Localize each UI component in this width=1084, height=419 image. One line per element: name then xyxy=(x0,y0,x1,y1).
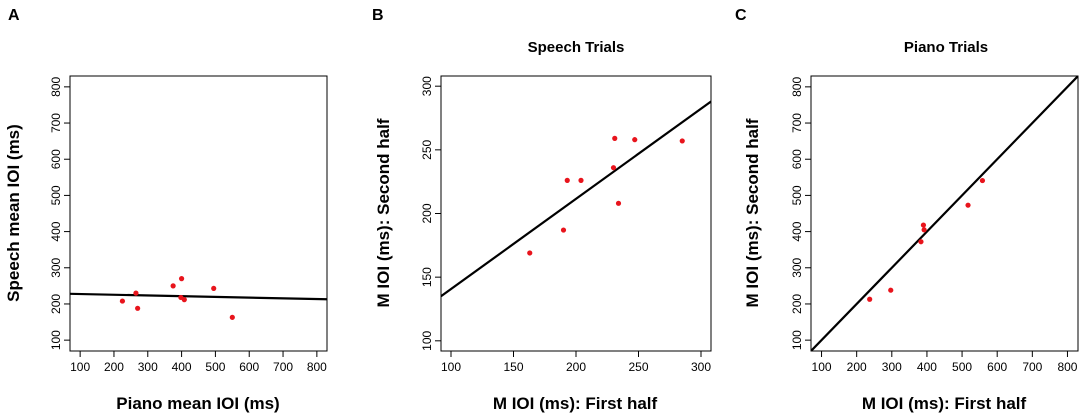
panel-c-y-tick-label-7: 800 xyxy=(790,77,804,97)
panel-b-data-point-6 xyxy=(615,200,622,206)
panel-b-data-point-8 xyxy=(679,138,685,144)
panel-b-x-tick-label-1: 150 xyxy=(503,360,523,374)
panel-a-y-axis-label: Speech mean IOI (ms) xyxy=(4,124,23,302)
panel-c-x-tick-label-1: 200 xyxy=(847,360,867,374)
panel-b-x-axis-label: M IOI (ms): First half xyxy=(493,394,658,413)
panel-a-data-point-5 xyxy=(178,276,185,282)
panel-a-x-tick-label-5: 600 xyxy=(239,360,259,374)
panel-c-data-point-4 xyxy=(921,227,927,233)
panel-c-y-tick-label-5: 600 xyxy=(790,149,804,169)
panel-c-data-point-0 xyxy=(867,296,873,302)
panel-b-data-point-2 xyxy=(564,177,570,183)
panel-a-y-tick-label-7: 800 xyxy=(49,77,63,97)
panel-a-y-tick-label-5: 600 xyxy=(49,149,63,169)
panel-b-x-tick-label-0: 100 xyxy=(441,360,461,374)
panel-a-data-point-0 xyxy=(119,298,126,304)
panel-letter-a: A xyxy=(8,7,20,24)
panel-c-x-tick-label-5: 600 xyxy=(987,360,1007,374)
panel-c-data-point-5 xyxy=(965,202,971,208)
panel-b: B Speech Trials M IOI (ms): First half M… xyxy=(372,7,712,413)
panel-c-x-tick-label-0: 100 xyxy=(812,360,832,374)
panel-a-x-tick-label-7: 800 xyxy=(307,360,327,374)
panel-c-x-tick-label-3: 400 xyxy=(917,360,937,374)
panel-c-y-tick-label-2: 300 xyxy=(790,257,804,277)
panel-b-y-tick-label-0: 100 xyxy=(420,330,434,350)
panel-a-plot-frame xyxy=(69,75,328,352)
panel-a-x-tick-label-4: 500 xyxy=(205,360,225,374)
panel-b-data-point-3 xyxy=(578,177,584,183)
panel-c-data-point-6 xyxy=(979,177,986,184)
panel-a-y-tick-label-3: 400 xyxy=(49,221,63,241)
panel-c-y-tick-label-4: 500 xyxy=(790,185,804,205)
panel-a-y-tick-label-1: 200 xyxy=(49,294,63,314)
panel-c: C Piano Trials M IOI (ms): First half M … xyxy=(735,7,1079,413)
panel-a-data-point-7 xyxy=(211,285,217,292)
panel-a-data-point-2 xyxy=(135,305,141,311)
panel-b-x-tick-label-3: 250 xyxy=(628,360,648,374)
panel-a-data-point-8 xyxy=(229,314,235,320)
panel-a-x-tick-label-3: 400 xyxy=(172,360,192,374)
panel-c-x-tick-label-2: 300 xyxy=(882,360,902,374)
panel-a-y-tick-label-4: 500 xyxy=(49,185,63,205)
panel-letter-b: B xyxy=(372,7,384,24)
panel-a-x-tick-label-0: 100 xyxy=(70,360,90,374)
panel-b-y-axis-label: M IOI (ms): Second half xyxy=(374,118,393,307)
panel-b-y-tick-label-1: 150 xyxy=(420,267,434,287)
panel-a-fit-line xyxy=(70,292,327,301)
panel-c-x-axis-label: M IOI (ms): First half xyxy=(862,394,1027,413)
panel-b-y-tick-label-4: 300 xyxy=(420,76,434,96)
panel-c-x-tick-label-4: 500 xyxy=(952,360,972,374)
panel-b-y-tick-label-2: 200 xyxy=(420,203,434,223)
panel-a-data-point-6 xyxy=(181,297,187,303)
panel-b-data-point-4 xyxy=(610,165,617,171)
panel-b-title: Speech Trials xyxy=(528,39,625,56)
panel-c-y-axis-label: M IOI (ms): Second half xyxy=(743,118,762,307)
panel-b-data-point-1 xyxy=(560,227,567,233)
panel-b-data-point-0 xyxy=(527,250,533,256)
panel-a-y-tick-label-2: 300 xyxy=(49,257,63,277)
panel-a-x-tick-label-1: 200 xyxy=(104,360,124,374)
panel-b-plot-frame xyxy=(440,75,712,352)
panel-a-data-point-3 xyxy=(170,283,176,289)
panel-c-x-tick-label-7: 800 xyxy=(1057,360,1077,374)
panel-letter-c: C xyxy=(735,7,747,24)
panel-b-data-point-7 xyxy=(632,137,638,143)
panel-a-x-tick-label-2: 300 xyxy=(138,360,158,374)
panel-b-x-tick-label-2: 200 xyxy=(566,360,586,374)
panel-a-x-axis-label: Piano mean IOI (ms) xyxy=(116,394,279,413)
panel-b-y-tick-label-3: 250 xyxy=(420,140,434,160)
panel-a-x-tick-label-6: 700 xyxy=(273,360,293,374)
panel-a: A Piano mean IOI (ms) Speech mean IOI (m… xyxy=(4,7,328,413)
panel-b-x-tick-label-4: 300 xyxy=(691,360,711,374)
panel-b-fit-line xyxy=(441,100,711,298)
panel-c-x-tick-label-6: 700 xyxy=(1022,360,1042,374)
panel-c-y-tick-label-0: 100 xyxy=(790,330,804,350)
panel-c-fit-line xyxy=(811,76,1078,351)
panel-c-data-point-1 xyxy=(888,287,894,293)
panel-c-y-tick-label-1: 200 xyxy=(790,294,804,314)
panel-a-y-tick-label-0: 100 xyxy=(49,330,63,350)
panel-c-data-point-2 xyxy=(918,239,924,245)
panel-c-y-tick-label-3: 400 xyxy=(790,221,804,241)
panel-c-title: Piano Trials xyxy=(904,39,988,56)
panel-c-data-point-3 xyxy=(920,222,927,228)
panel-b-data-point-5 xyxy=(612,135,618,141)
panel-c-plot-frame xyxy=(810,75,1079,352)
panel-a-data-point-1 xyxy=(133,290,139,296)
panel-c-y-tick-label-6: 700 xyxy=(790,113,804,133)
panel-a-y-tick-label-6: 700 xyxy=(49,113,63,133)
